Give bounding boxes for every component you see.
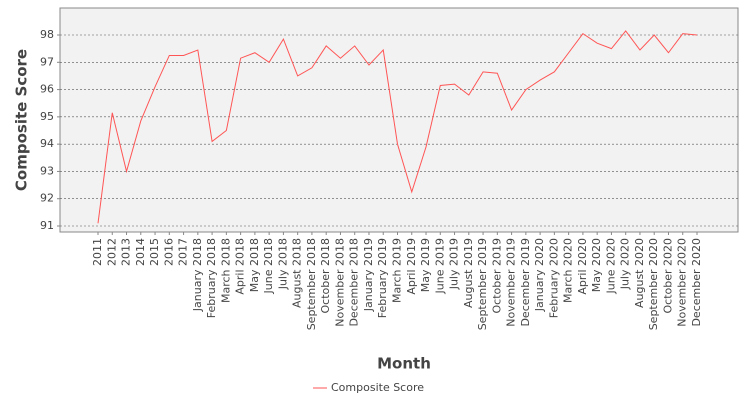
x-tick-label: January 2020	[533, 238, 546, 312]
legend-label: Composite Score	[331, 381, 424, 394]
x-tick-label: 2017	[177, 238, 190, 266]
x-tick-label: September 2020	[647, 238, 660, 330]
data-line	[97, 30, 698, 224]
x-tick-label: 2016	[162, 238, 175, 266]
x-tick-label: October 2020	[661, 238, 674, 314]
y-tick-label: 91	[40, 219, 54, 232]
y-tick-label: 93	[40, 164, 54, 177]
x-tick-label: 2013	[120, 238, 133, 266]
x-tick-label: March 2019	[391, 238, 404, 303]
x-tick-label: December 2018	[348, 238, 361, 327]
x-tick-label: May 2020	[590, 238, 603, 292]
x-tick-label: March 2020	[562, 238, 575, 303]
x-tick-label: November 2020	[676, 238, 689, 327]
y-tick-label: 96	[40, 83, 54, 96]
x-tick-label: June 2019	[433, 238, 446, 294]
plot-area	[59, 7, 739, 233]
x-tick-label: April 2019	[405, 238, 418, 295]
x-tick-label: March 2018	[219, 238, 232, 303]
y-tick-label: 97	[40, 55, 54, 68]
x-tick-label: February 2018	[205, 238, 218, 318]
x-tick-label: January 2019	[362, 238, 375, 312]
x-tick-label: August 2018	[291, 238, 304, 308]
x-tick-label: 2011	[91, 238, 104, 266]
x-tick-label: August 2019	[462, 238, 475, 308]
x-tick-label: September 2018	[305, 238, 318, 330]
x-tick-label: September 2019	[476, 238, 489, 330]
x-tick-label: April 2020	[576, 238, 589, 295]
x-tick-label: November 2019	[505, 238, 518, 327]
x-tick-label: May 2018	[248, 238, 261, 292]
x-tick-label: 2015	[148, 238, 161, 266]
x-tick-label: July 2018	[276, 238, 289, 290]
x-tick-label: January 2018	[191, 238, 204, 312]
y-tick-label: 94	[40, 137, 54, 150]
x-tick-label: November 2018	[333, 238, 346, 327]
x-tick-label: July 2019	[448, 238, 461, 290]
x-tick-label: 2012	[105, 238, 118, 266]
y-axis-title: Composite Score	[13, 49, 31, 191]
x-tick-label: October 2018	[319, 238, 332, 314]
x-tick-label: December 2019	[519, 238, 532, 327]
x-tick-label: May 2019	[419, 238, 432, 292]
x-tick-label: February 2020	[547, 238, 560, 318]
x-tick-label: December 2020	[690, 238, 703, 327]
x-tick-label: February 2019	[376, 238, 389, 318]
y-tick-label: 95	[40, 110, 54, 123]
x-tick-label: 2014	[134, 238, 147, 266]
x-tick-label: July 2020	[619, 238, 632, 290]
x-tick-label: August 2020	[633, 238, 646, 308]
x-tick-label: April 2018	[234, 238, 247, 295]
y-tick-label: 92	[40, 192, 54, 205]
x-tick-label: October 2019	[490, 238, 503, 314]
x-axis-title: Month	[377, 355, 431, 373]
x-tick-label: June 2018	[262, 238, 275, 294]
y-tick-label: 98	[40, 28, 54, 41]
x-tick-label: June 2020	[604, 238, 617, 294]
